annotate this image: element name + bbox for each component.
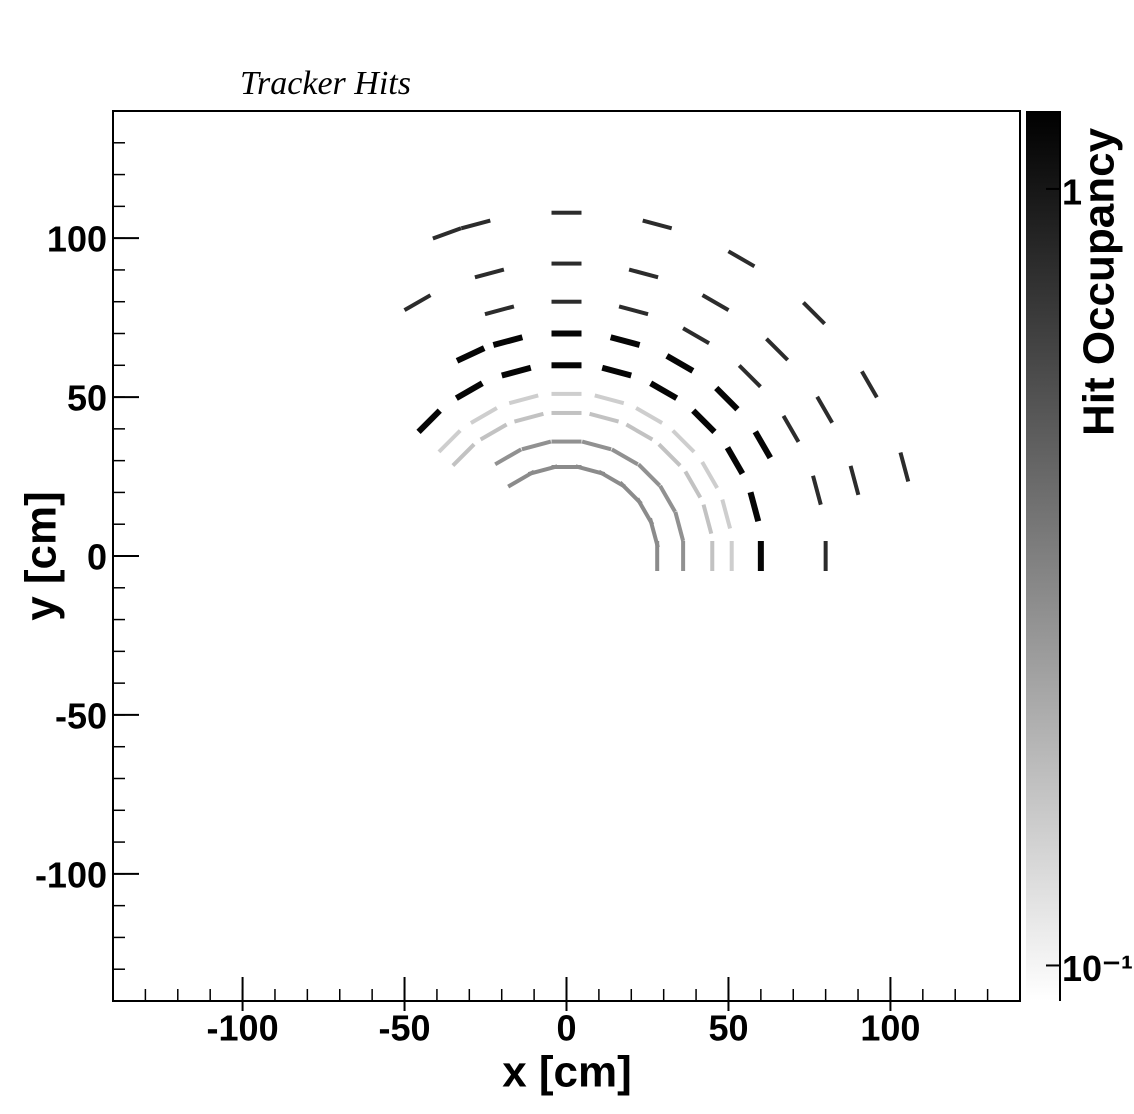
y-tick-label: 50 — [67, 378, 107, 419]
y-tick-label: -100 — [35, 854, 107, 895]
hit — [649, 380, 679, 401]
hit — [551, 465, 582, 469]
hit — [508, 393, 539, 406]
hit — [710, 541, 715, 571]
hit — [416, 408, 442, 434]
hit — [657, 442, 682, 467]
hit — [618, 481, 643, 506]
hit — [811, 475, 823, 506]
hit — [513, 411, 544, 424]
hit — [781, 414, 801, 443]
hit — [474, 267, 505, 280]
hit — [551, 362, 582, 369]
hit — [601, 364, 632, 379]
hit — [403, 293, 432, 312]
hit — [551, 439, 582, 444]
hit — [551, 261, 582, 266]
hit — [637, 462, 662, 487]
hit — [610, 447, 639, 467]
hit — [848, 465, 861, 496]
hit — [594, 393, 625, 406]
x-tick-label: -50 — [379, 1008, 431, 1049]
hit — [609, 334, 641, 348]
hit — [642, 218, 673, 231]
hit — [492, 334, 524, 348]
hit — [658, 484, 677, 513]
x-tick-label: -100 — [207, 1008, 279, 1049]
hit — [682, 326, 711, 345]
hit — [648, 517, 660, 548]
hit — [701, 293, 730, 312]
y-axis-label: y [cm] — [17, 491, 66, 621]
hit — [714, 385, 740, 412]
hit — [720, 499, 733, 530]
hit — [455, 345, 486, 364]
hit — [635, 406, 664, 425]
hit — [551, 330, 582, 337]
x-tick-label: 0 — [556, 1008, 576, 1049]
hit — [898, 451, 911, 483]
hit — [671, 429, 696, 454]
hit — [700, 460, 719, 489]
hit — [729, 541, 734, 571]
hit — [581, 439, 612, 452]
hit — [469, 406, 498, 425]
hit — [628, 267, 659, 280]
hit — [575, 464, 606, 477]
y-tick-label: 100 — [47, 219, 107, 260]
hit — [551, 410, 582, 415]
hit — [683, 470, 703, 499]
hit — [701, 504, 714, 535]
hit — [454, 380, 484, 401]
hit — [823, 541, 828, 571]
hit — [551, 391, 582, 396]
hit — [484, 304, 515, 317]
hit — [665, 353, 695, 374]
hit — [460, 218, 491, 231]
hit — [727, 249, 756, 269]
x-tick-label: 50 — [708, 1008, 748, 1049]
hit — [551, 210, 582, 215]
hit — [589, 411, 620, 424]
plot-frame — [112, 110, 1021, 1002]
hit — [765, 337, 790, 362]
hit — [752, 430, 773, 460]
hit — [737, 364, 762, 389]
y-tick-label: 0 — [87, 537, 107, 578]
y-tick-label: -50 — [55, 695, 107, 736]
hit — [432, 226, 462, 241]
hit — [673, 511, 686, 542]
hit — [655, 541, 660, 571]
hit — [501, 364, 532, 379]
hit — [437, 429, 462, 454]
hit — [815, 395, 834, 424]
hit — [494, 447, 523, 467]
hit — [681, 541, 686, 571]
hit — [724, 446, 746, 476]
hit — [747, 491, 762, 522]
hit — [860, 370, 879, 399]
hit — [691, 408, 717, 434]
z-tick-label: 10⁻¹ — [1062, 948, 1133, 989]
hit — [757, 541, 764, 571]
hit — [479, 422, 508, 442]
hit — [451, 442, 476, 467]
x-axis-label: x [cm] — [502, 1048, 632, 1097]
hit — [625, 422, 654, 442]
hit — [521, 439, 552, 452]
hit — [618, 304, 649, 317]
z-axis-label: Hit Occupancy — [1075, 127, 1124, 436]
hit — [527, 464, 558, 477]
z-tick-label: 1 — [1062, 171, 1082, 212]
hit — [801, 301, 827, 326]
hit — [551, 299, 582, 304]
color-bar — [1026, 111, 1060, 1001]
chart-title: Tracker Hits — [240, 65, 411, 102]
hit — [507, 469, 536, 489]
hit — [597, 469, 626, 489]
x-tick-label: 100 — [860, 1008, 920, 1049]
